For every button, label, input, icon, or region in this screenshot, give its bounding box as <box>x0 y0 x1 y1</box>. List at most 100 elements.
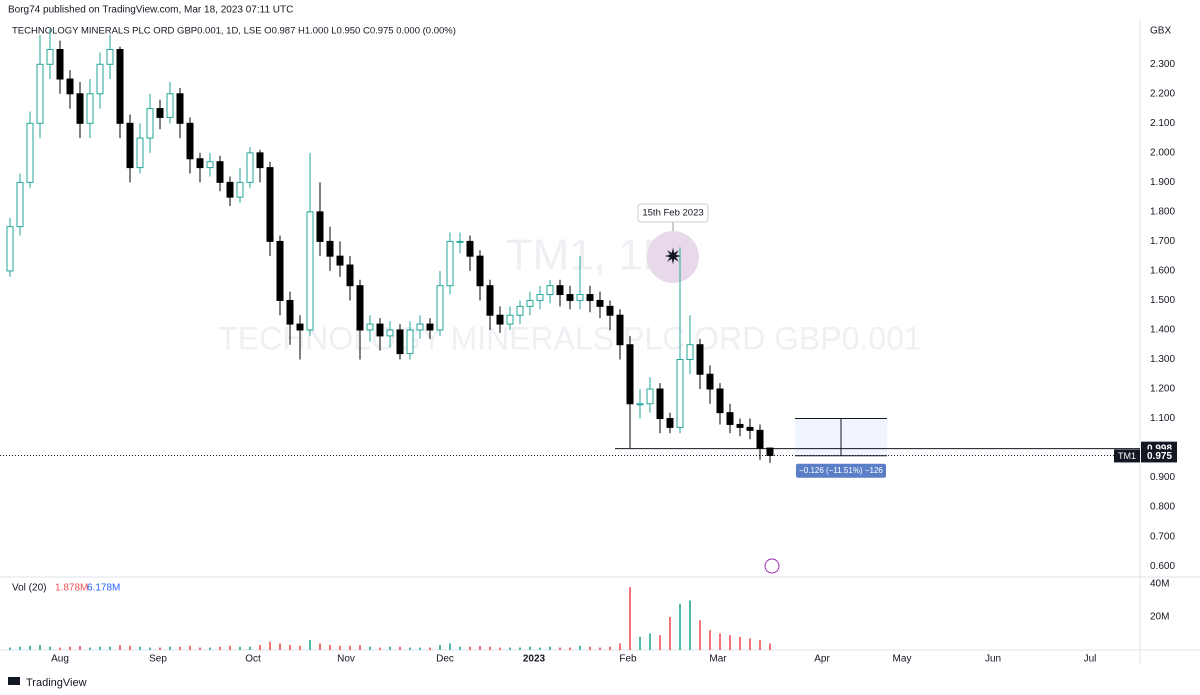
candle-body <box>646 388 654 405</box>
y-tick-label: 1.900 <box>1150 177 1175 188</box>
candle-body <box>356 285 364 331</box>
y-tick-label: 0.700 <box>1150 531 1175 542</box>
candle-body <box>696 344 704 375</box>
candle-body <box>116 49 124 124</box>
candle-body <box>456 240 464 243</box>
price-label: 0.998 <box>1147 443 1172 454</box>
candle-body <box>56 49 64 80</box>
event-label: 15th Feb 2023 <box>642 208 703 219</box>
volume-bar <box>719 633 721 650</box>
candle-body <box>446 240 454 287</box>
candle-body <box>396 329 404 355</box>
candle-body <box>146 108 154 139</box>
candle-body <box>766 447 774 456</box>
candle-body <box>616 314 624 346</box>
candle-body <box>566 294 574 301</box>
event-icon: ✷ <box>664 244 682 269</box>
volume-bar <box>359 645 361 650</box>
candle-body <box>316 211 324 242</box>
event-flash <box>764 558 780 574</box>
volume-bar <box>499 647 501 650</box>
x-tick-label: Dec <box>436 654 454 665</box>
volume-bar <box>469 646 471 650</box>
volume-bar <box>449 643 451 650</box>
candle-body <box>6 226 14 272</box>
volume-bar <box>199 647 201 650</box>
volume-bar <box>749 638 751 650</box>
volume-bar <box>419 647 421 650</box>
volume-bar <box>299 645 301 650</box>
footer-logo <box>8 677 20 685</box>
candle-body <box>406 329 414 355</box>
candle-body <box>706 373 714 390</box>
y-tick-label: 1.400 <box>1150 325 1175 336</box>
candle-body <box>306 211 314 331</box>
volume-bar <box>729 635 731 650</box>
candle-body <box>286 299 294 325</box>
candle-body <box>216 161 224 183</box>
candle-body <box>276 240 284 301</box>
candle-body <box>346 264 354 287</box>
candle-body <box>76 93 84 124</box>
candle-body <box>326 240 334 257</box>
volume-bar <box>519 647 521 650</box>
candle-body <box>236 181 244 198</box>
candle-body <box>186 122 194 160</box>
candle-body <box>606 305 614 316</box>
candle-body <box>506 314 514 325</box>
candle-body <box>166 93 174 118</box>
candle-body <box>426 323 434 331</box>
volume-bar <box>699 620 701 650</box>
volume-bar <box>79 645 81 650</box>
candle-body <box>366 323 374 331</box>
candle-body <box>376 323 384 337</box>
volume-bar <box>249 646 251 650</box>
volume-bar <box>369 646 371 650</box>
volume-bar <box>269 641 271 650</box>
volume-bar <box>589 646 591 650</box>
volume-bar <box>339 645 341 650</box>
x-tick-label: Feb <box>619 654 637 665</box>
y-tick-label: 1.100 <box>1150 413 1175 424</box>
candle-body <box>516 305 524 316</box>
price-label: 0.975 <box>1147 451 1172 462</box>
y-tick-label: 1.700 <box>1150 236 1175 247</box>
volume-bar <box>289 645 291 650</box>
candle-body <box>726 412 734 425</box>
candle-body <box>96 63 104 95</box>
volume-bar <box>89 647 91 650</box>
volume-bar <box>219 646 221 650</box>
candle-body <box>386 329 394 337</box>
symbol-label: TM1 <box>1118 451 1136 461</box>
candle-body <box>596 299 604 307</box>
volume-bar <box>39 645 41 650</box>
candle-body <box>66 78 74 95</box>
volume-bar <box>349 645 351 650</box>
volume-bar <box>579 645 581 650</box>
volume-bar <box>319 643 321 650</box>
volume-bar <box>259 645 261 650</box>
candle-body <box>586 294 594 301</box>
chart-title: TECHNOLOGY MINERALS PLC ORD GBP0.001, 1D… <box>12 26 456 37</box>
candle-body <box>296 323 304 331</box>
x-tick-label: 2023 <box>523 654 546 665</box>
volume-bar <box>379 647 381 650</box>
volume-bar <box>559 647 561 650</box>
candle-body <box>476 255 484 287</box>
price-label-box <box>1141 449 1177 463</box>
candle-body <box>156 108 164 118</box>
event-bubble <box>647 231 699 283</box>
volume-bar <box>99 646 101 650</box>
volume-bar <box>609 646 611 650</box>
candle-body <box>196 158 204 169</box>
candle-body <box>736 423 744 428</box>
x-tick-label: Nov <box>337 654 355 665</box>
y-tick-label: 0.900 <box>1150 472 1175 483</box>
x-tick-label: Sep <box>149 654 167 665</box>
volume-tick-label: 40M <box>1150 579 1169 590</box>
candle-body <box>676 358 684 428</box>
y-tick-label: 2.000 <box>1150 147 1175 158</box>
volume-bar <box>409 647 411 650</box>
candle-body <box>666 418 674 428</box>
